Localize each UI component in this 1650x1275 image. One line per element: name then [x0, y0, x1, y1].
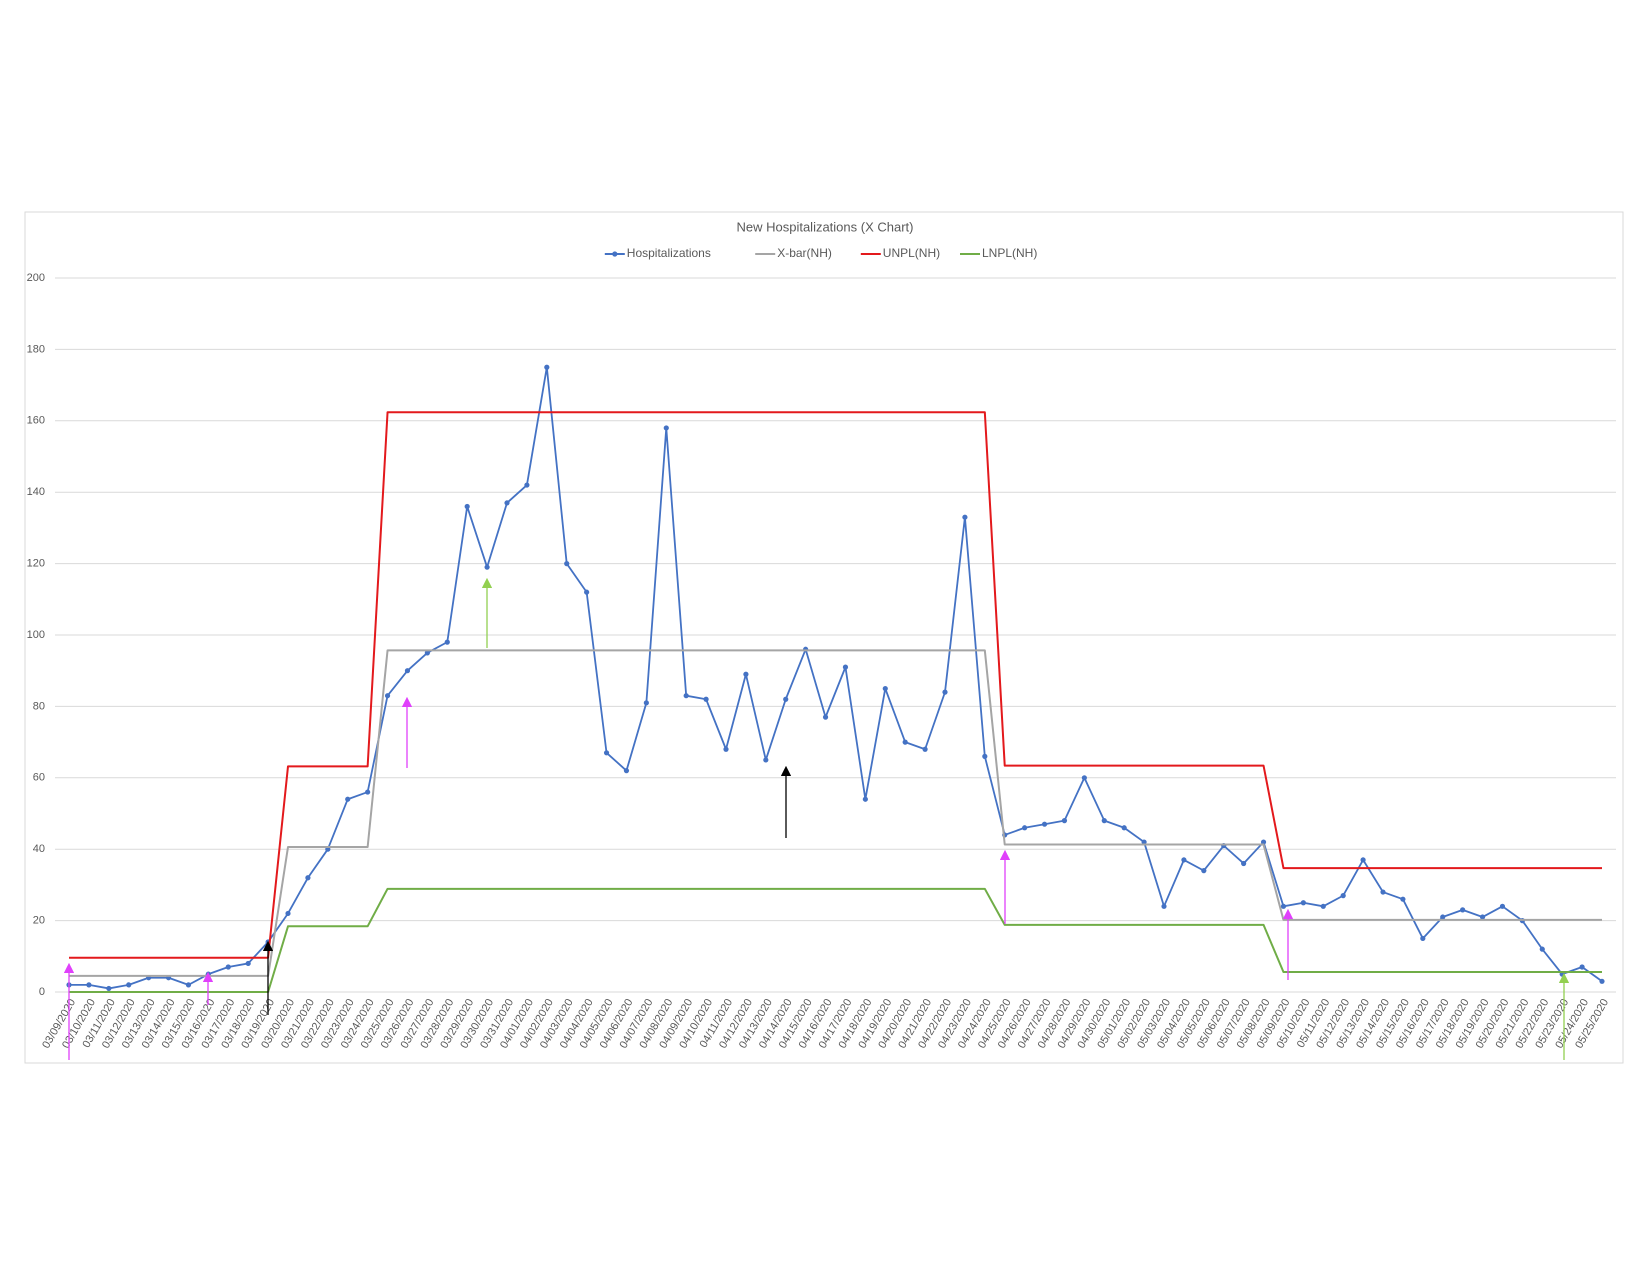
data-point — [1460, 907, 1466, 913]
data-point — [1161, 903, 1167, 909]
data-point — [1499, 903, 1506, 909]
data-point — [1440, 914, 1446, 920]
data-point — [1360, 857, 1366, 863]
series-line — [69, 887, 1602, 993]
data-point — [1201, 868, 1207, 874]
data-point — [1579, 964, 1585, 970]
legend-label: X-bar(NH) — [777, 246, 832, 260]
data-point — [584, 589, 590, 595]
data-point — [1380, 889, 1386, 895]
data-point — [763, 757, 769, 763]
data-point — [683, 693, 689, 699]
chart-title: New Hospitalizations (X Chart) — [736, 219, 913, 234]
legend-marker — [612, 251, 618, 257]
data-point — [86, 982, 92, 988]
y-tick-label: 0 — [39, 986, 45, 998]
data-point — [703, 696, 709, 702]
data-point — [404, 668, 411, 674]
data-point — [126, 982, 132, 988]
data-point — [424, 650, 430, 656]
data-point — [1599, 978, 1605, 984]
y-tick-label: 20 — [33, 915, 45, 927]
data-point — [723, 746, 729, 752]
data-point — [464, 503, 470, 510]
y-tick-label: 200 — [27, 272, 45, 284]
data-point — [882, 685, 888, 692]
data-point — [225, 964, 231, 970]
data-point — [285, 910, 291, 917]
data-point — [1420, 935, 1426, 942]
data-point — [1340, 893, 1346, 899]
data-point — [1241, 860, 1247, 867]
y-tick-label: 100 — [27, 629, 45, 641]
data-point — [1181, 857, 1187, 863]
data-point — [106, 985, 112, 992]
data-point — [1280, 903, 1287, 909]
y-tick-label: 160 — [27, 415, 45, 427]
data-point — [922, 746, 928, 752]
data-point — [1300, 900, 1306, 906]
data-point — [1539, 946, 1545, 952]
data-point — [365, 789, 371, 795]
data-point — [1101, 818, 1107, 824]
chart-frame — [24, 211, 1624, 1064]
data-point — [1479, 914, 1486, 920]
data-point — [1141, 839, 1147, 845]
y-tick-label: 40 — [33, 843, 45, 855]
data-point — [524, 482, 530, 488]
data-point — [982, 753, 988, 759]
legend-label: Hospitalizations — [627, 246, 711, 260]
data-point — [623, 768, 630, 774]
data-point — [1260, 839, 1267, 845]
data-point — [1061, 818, 1068, 824]
legend-label: LNPL(NH) — [982, 246, 1037, 260]
legend-label: UNPL(NH) — [883, 246, 940, 260]
data-point — [245, 960, 251, 967]
data-point — [564, 561, 570, 567]
data-point — [185, 982, 192, 988]
data-point — [1081, 775, 1087, 781]
data-point — [544, 364, 550, 370]
data-point — [504, 500, 510, 506]
data-point — [842, 664, 849, 670]
data-point — [822, 714, 829, 720]
y-tick-label: 140 — [27, 486, 45, 498]
data-point — [743, 671, 749, 677]
data-point — [305, 875, 311, 881]
data-point — [384, 693, 391, 699]
data-point — [942, 689, 948, 695]
series-line — [69, 366, 1603, 990]
data-point — [643, 700, 649, 706]
y-tick-label: 180 — [27, 343, 45, 355]
data-point — [1022, 825, 1028, 831]
data-point — [902, 739, 908, 745]
data-point — [484, 564, 490, 570]
data-point — [1400, 896, 1406, 902]
data-point — [862, 796, 868, 802]
y-tick-label: 120 — [27, 558, 45, 570]
data-point — [1041, 821, 1048, 827]
data-point — [345, 796, 351, 802]
data-point — [962, 514, 968, 520]
series-line — [69, 411, 1602, 959]
y-tick-label: 80 — [33, 700, 45, 712]
data-point — [1320, 903, 1326, 909]
data-point — [444, 639, 450, 645]
data-point — [663, 425, 669, 431]
data-point — [1121, 825, 1127, 831]
annotation-arrows — [63, 577, 1570, 1060]
series-line — [69, 649, 1602, 977]
data-point — [603, 750, 610, 756]
data-point — [783, 696, 789, 702]
y-tick-label: 60 — [33, 772, 45, 784]
